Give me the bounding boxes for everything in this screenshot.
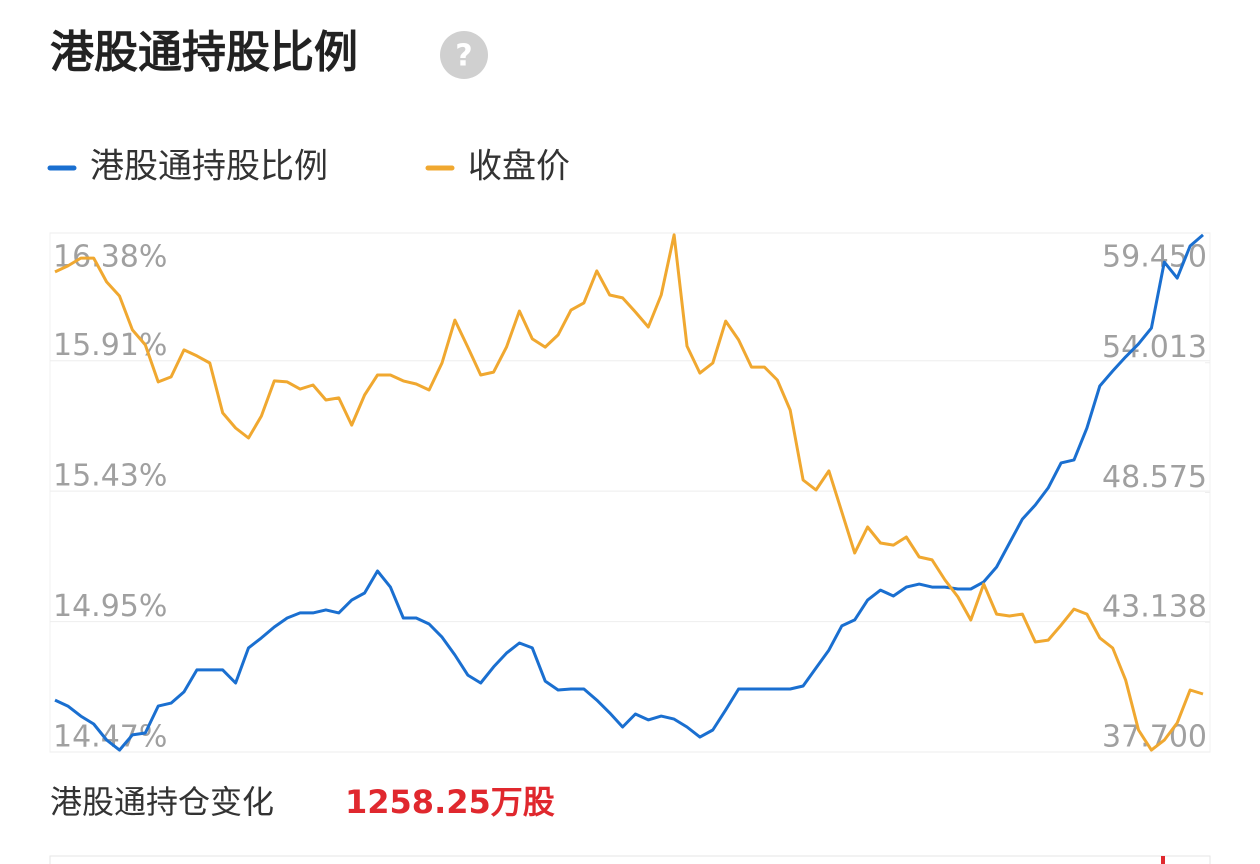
next-card-mark: [1161, 856, 1165, 864]
help-circle[interactable]: [440, 31, 488, 79]
y-tick-label: 16.38%: [53, 240, 167, 275]
legend-label: 港股通持股比例: [90, 147, 328, 187]
y2-tick-label: 48.575: [1102, 460, 1207, 495]
y-tick-label: 15.43%: [53, 459, 167, 494]
series-line: [54, 233, 1204, 752]
next-card: [49, 855, 1211, 864]
y2-tick-label: 54.013: [1102, 330, 1207, 365]
footer-value: 1258.25万股: [345, 783, 555, 821]
page-title: 港股通持股比例: [50, 27, 358, 78]
y-tick-label: 14.95%: [53, 589, 167, 624]
help-mark[interactable]: ?: [455, 39, 472, 74]
footer-label: 港股通持仓变化: [50, 783, 274, 821]
legend-label: 收盘价: [468, 147, 570, 187]
y2-tick-label: 43.138: [1102, 590, 1207, 625]
series-line: [54, 233, 1204, 752]
plot-frame: [49, 232, 1211, 753]
help-icon[interactable]: ?: [440, 31, 488, 79]
